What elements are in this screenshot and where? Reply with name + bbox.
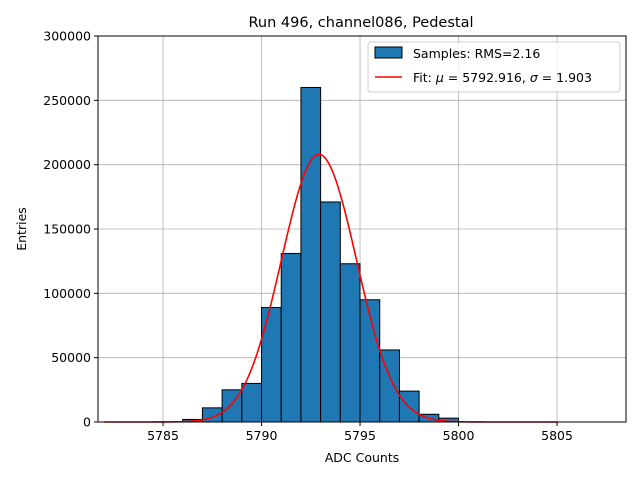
legend-box (367, 41, 621, 93)
x-tick-label: 5795 (344, 428, 376, 443)
x-tick-label: 5790 (246, 428, 278, 443)
y-tick-label: 250000 (43, 93, 91, 108)
legend-fit-prefix: Fit: (413, 70, 436, 85)
legend-label-samples: Samples: RMS=2.16 (413, 46, 540, 61)
histogram-bar (339, 263, 361, 423)
y-axis-label: Entries (14, 207, 29, 251)
y-tick-label: 300000 (43, 29, 91, 44)
y-axis-ticks: 0 50000 100000 150000 200000 250000 300000 (43, 29, 98, 430)
y-tick-label: 0 (83, 415, 91, 430)
x-tick-label: 5800 (443, 428, 475, 443)
histogram-bar (261, 306, 282, 423)
x-axis-ticks: 5785 5790 5795 5800 5805 (147, 422, 573, 443)
x-tick-label: 5805 (541, 428, 573, 443)
y-tick-label: 50000 (51, 350, 91, 365)
legend: Samples: RMS=2.16 Fit: μ = 5792.916, σ =… (367, 41, 621, 93)
legend-fit-mu-text: = 5792.916, (444, 70, 530, 85)
legend-fit-sigma-symbol: σ (530, 70, 539, 85)
x-axis-label: ADC Counts (325, 450, 400, 465)
histogram-bar (280, 252, 302, 423)
legend-label-fit: Fit: μ = 5792.916, σ = 1.903 (413, 70, 592, 85)
y-tick-label: 100000 (43, 286, 91, 301)
histogram-bar (241, 382, 263, 423)
histogram-bar (320, 201, 341, 423)
histogram-bar (300, 86, 322, 423)
y-tick-label: 200000 (43, 157, 91, 172)
y-tick-label: 150000 (43, 222, 91, 237)
legend-swatch-samples (374, 46, 403, 59)
x-tick-label: 5785 (147, 428, 179, 443)
histogram-bars (182, 86, 460, 423)
legend-fit-sigma-text: = 1.903 (538, 70, 592, 85)
chart-title: Run 496, channel086, Pedestal (248, 15, 473, 31)
legend-fit-mu-symbol: μ (435, 70, 444, 85)
